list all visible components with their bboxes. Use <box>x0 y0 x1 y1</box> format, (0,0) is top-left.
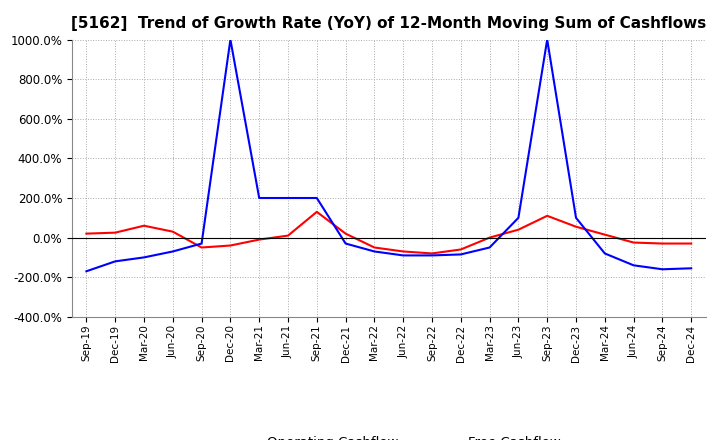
Free Cashflow <box>82 268 91 274</box>
Free Cashflow <box>600 251 609 256</box>
Operating Cashflow <box>284 233 292 238</box>
Operating Cashflow <box>456 247 465 252</box>
Operating Cashflow <box>82 231 91 236</box>
Operating Cashflow <box>341 231 350 236</box>
Free Cashflow <box>284 195 292 201</box>
Operating Cashflow <box>312 209 321 214</box>
Free Cashflow <box>255 195 264 201</box>
Legend: Operating Cashflow, Free Cashflow: Operating Cashflow, Free Cashflow <box>212 431 566 440</box>
Free Cashflow <box>543 37 552 42</box>
Operating Cashflow <box>428 251 436 256</box>
Free Cashflow <box>197 241 206 246</box>
Operating Cashflow <box>629 240 638 245</box>
Operating Cashflow <box>197 245 206 250</box>
Operating Cashflow <box>111 230 120 235</box>
Line: Free Cashflow: Free Cashflow <box>86 40 691 271</box>
Free Cashflow <box>428 253 436 258</box>
Operating Cashflow <box>485 235 494 240</box>
Operating Cashflow <box>543 213 552 218</box>
Operating Cashflow <box>226 243 235 248</box>
Free Cashflow <box>168 249 177 254</box>
Operating Cashflow <box>687 241 696 246</box>
Operating Cashflow <box>399 249 408 254</box>
Operating Cashflow <box>140 223 148 228</box>
Free Cashflow <box>687 266 696 271</box>
Free Cashflow <box>370 249 379 254</box>
Line: Operating Cashflow: Operating Cashflow <box>86 212 691 253</box>
Free Cashflow <box>485 245 494 250</box>
Operating Cashflow <box>514 227 523 232</box>
Operating Cashflow <box>168 229 177 234</box>
Free Cashflow <box>456 252 465 257</box>
Free Cashflow <box>312 195 321 201</box>
Operating Cashflow <box>370 245 379 250</box>
Free Cashflow <box>140 255 148 260</box>
Operating Cashflow <box>658 241 667 246</box>
Operating Cashflow <box>600 232 609 237</box>
Free Cashflow <box>111 259 120 264</box>
Operating Cashflow <box>255 237 264 242</box>
Operating Cashflow <box>572 224 580 229</box>
Title: [5162]  Trend of Growth Rate (YoY) of 12-Month Moving Sum of Cashflows: [5162] Trend of Growth Rate (YoY) of 12-… <box>71 16 706 32</box>
Free Cashflow <box>399 253 408 258</box>
Free Cashflow <box>341 241 350 246</box>
Free Cashflow <box>514 215 523 220</box>
Free Cashflow <box>572 215 580 220</box>
Free Cashflow <box>658 267 667 272</box>
Free Cashflow <box>226 37 235 42</box>
Free Cashflow <box>629 263 638 268</box>
